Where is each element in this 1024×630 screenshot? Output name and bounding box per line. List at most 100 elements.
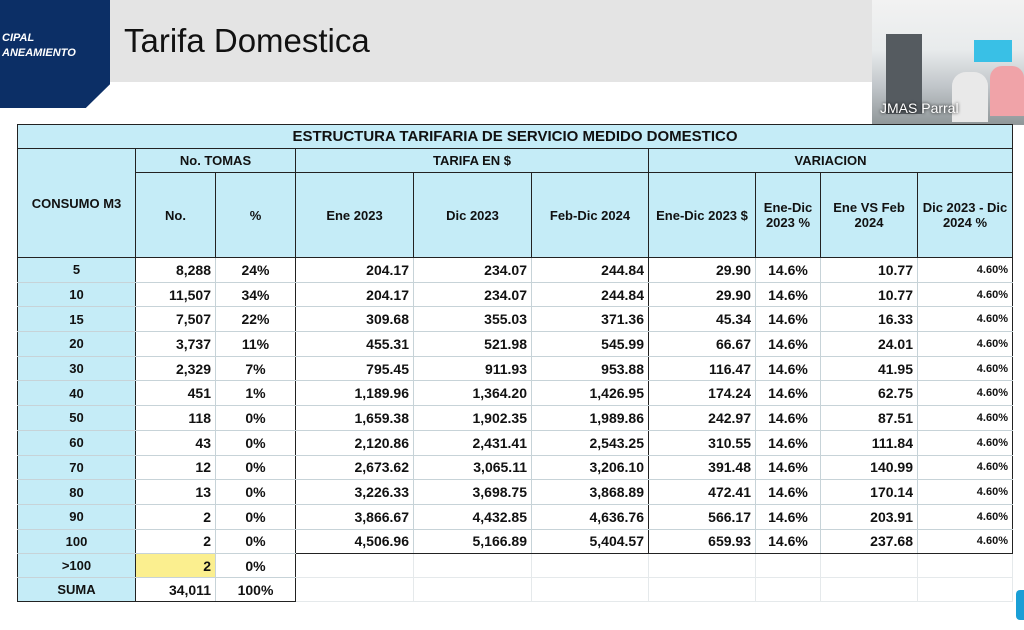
- consumo-cell: 40: [17, 380, 136, 407]
- table-cell: 4,432.85: [413, 503, 532, 530]
- table-cell: 14.6%: [755, 454, 821, 481]
- subheader-3: Dic 2023: [413, 172, 532, 258]
- table-cell: 14.6%: [755, 405, 821, 431]
- table-cell: 8,288: [135, 257, 216, 283]
- table-cell: 174.24: [648, 380, 756, 407]
- table-cell: 4.60%: [917, 355, 1013, 382]
- table-cell: 545.99: [531, 331, 649, 357]
- consumo-cell: 70: [17, 454, 136, 481]
- table-cell: 1,659.38: [295, 405, 414, 431]
- table-cell: 4,636.76: [531, 503, 649, 530]
- table-cell: 4.60%: [917, 503, 1013, 530]
- table-cell: 7%: [215, 355, 296, 382]
- table-cell: 2,120.86: [295, 429, 414, 456]
- organization-logo: CIPAL ANEAMIENTO: [0, 0, 110, 108]
- table-cell: 204.17: [295, 281, 414, 308]
- empty-cell: [755, 553, 821, 579]
- row-label: >100: [17, 553, 136, 579]
- table-cell: 45.34: [648, 306, 756, 333]
- table-row: 100 2 0% 4,506.96 5,166.89 5,404.57 659.93 14.6…: [17, 528, 1013, 555]
- table-cell: 911.93: [413, 355, 532, 382]
- table-cell: 4.60%: [917, 257, 1013, 283]
- suma-row: SUMA 34,011 100%: [17, 577, 1013, 603]
- table-cell: 659.93: [648, 528, 756, 555]
- table-cell: 43: [135, 429, 216, 456]
- consumo-cell: 60: [17, 429, 136, 456]
- header-tomas: No. TOMAS: [135, 148, 296, 173]
- table-cell: 14.6%: [755, 355, 821, 382]
- table-cell: 4,506.96: [295, 528, 414, 555]
- table-cell: 10.77: [820, 281, 918, 308]
- table-cell: 34%: [215, 281, 296, 308]
- table-cell: 0%: [215, 503, 296, 530]
- table-cell: 953.88: [531, 355, 649, 382]
- table-cell: 355.03: [413, 306, 532, 333]
- table-cell: 10.77: [820, 257, 918, 283]
- table-cell: 16.33: [820, 306, 918, 333]
- table-cell: 14.6%: [755, 503, 821, 530]
- table-row: 30 2,329 7% 795.45 911.93 953.88 116.47 14.6% 41…: [17, 355, 1013, 382]
- table-row: 50 118 0% 1,659.38 1,902.35 1,989.86 242.97 14.…: [17, 405, 1013, 431]
- table-cell: 566.17: [648, 503, 756, 530]
- header-consumo: CONSUMO M3: [17, 148, 136, 258]
- table-cell: 66.67: [648, 331, 756, 357]
- table-cell: 2,431.41: [413, 429, 532, 456]
- table-cell: 1,189.96: [295, 380, 414, 407]
- table-cell: 244.84: [531, 281, 649, 308]
- table-row: 70 12 0% 2,673.62 3,065.11 3,206.10 391.48 14.6…: [17, 454, 1013, 481]
- table-cell: 1%: [215, 380, 296, 407]
- webcam-video: JMAS Parral: [872, 0, 1024, 125]
- table-cell: 170.14: [820, 479, 918, 505]
- table-cell: 24.01: [820, 331, 918, 357]
- empty-cell: [917, 577, 1013, 603]
- slide-title: Tarifa Domestica: [124, 22, 370, 59]
- table-cell: 62.75: [820, 380, 918, 407]
- empty-cell: [295, 553, 414, 579]
- table-cell: 7,507: [135, 306, 216, 333]
- empty-cell: [755, 577, 821, 603]
- table-cell: 309.68: [295, 306, 414, 333]
- table-cell: 14.6%: [755, 528, 821, 555]
- table-row: 10 11,507 34% 204.17 234.07 244.84 29.90 14.6% 1…: [17, 281, 1013, 308]
- table-cell: 87.51: [820, 405, 918, 431]
- table-cell: 0%: [215, 454, 296, 481]
- table-cell: 4.60%: [917, 380, 1013, 407]
- table-cell: 14.6%: [755, 380, 821, 407]
- table-cell: 204.17: [295, 257, 414, 283]
- corner-widget: [1016, 590, 1024, 620]
- table-cell: 29.90: [648, 257, 756, 283]
- table-cell: 1,989.86: [531, 405, 649, 431]
- table-cell: 4.60%: [917, 454, 1013, 481]
- table-cell: 0%: [215, 553, 296, 579]
- over-100-row: >100 2 0%: [17, 553, 1013, 579]
- table-cell: 242.97: [648, 405, 756, 431]
- table-cell: 14.6%: [755, 331, 821, 357]
- table-cell: 2,543.25: [531, 429, 649, 456]
- table-cell: 14.6%: [755, 479, 821, 505]
- table-cell: 4.60%: [917, 528, 1013, 555]
- table-cell: 3,868.89: [531, 479, 649, 505]
- consumo-cell: 15: [17, 306, 136, 333]
- table-cell: 0%: [215, 479, 296, 505]
- table-cell: 795.45: [295, 355, 414, 382]
- table-cell: 11%: [215, 331, 296, 357]
- table-cell: 3,866.67: [295, 503, 414, 530]
- table-row: 90 2 0% 3,866.67 4,432.85 4,636.76 566.17 14.6%…: [17, 503, 1013, 530]
- table-cell: 14.6%: [755, 281, 821, 308]
- table-row: 40 451 1% 1,189.96 1,364.20 1,426.95 174.24 14.…: [17, 380, 1013, 407]
- table-cell: 2: [135, 553, 216, 579]
- table-cell: 2,673.62: [295, 454, 414, 481]
- consumo-cell: 50: [17, 405, 136, 431]
- table-cell: 3,737: [135, 331, 216, 357]
- consumo-cell: 10: [17, 281, 136, 308]
- table-cell: 2: [135, 528, 216, 555]
- empty-cell: [531, 553, 649, 579]
- subheader-6: Ene-Dic 2023 %: [755, 172, 821, 258]
- table-cell: 11,507: [135, 281, 216, 308]
- subheader-8: Dic 2023 - Dic 2024 %: [917, 172, 1013, 258]
- table-cell: 391.48: [648, 454, 756, 481]
- tariff-table: ESTRUCTURA TARIFARIA DE SERVICIO MEDIDO …: [17, 124, 1013, 603]
- table-cell: 4.60%: [917, 429, 1013, 456]
- table-cell: 371.36: [531, 306, 649, 333]
- table-cell: 5,404.57: [531, 528, 649, 555]
